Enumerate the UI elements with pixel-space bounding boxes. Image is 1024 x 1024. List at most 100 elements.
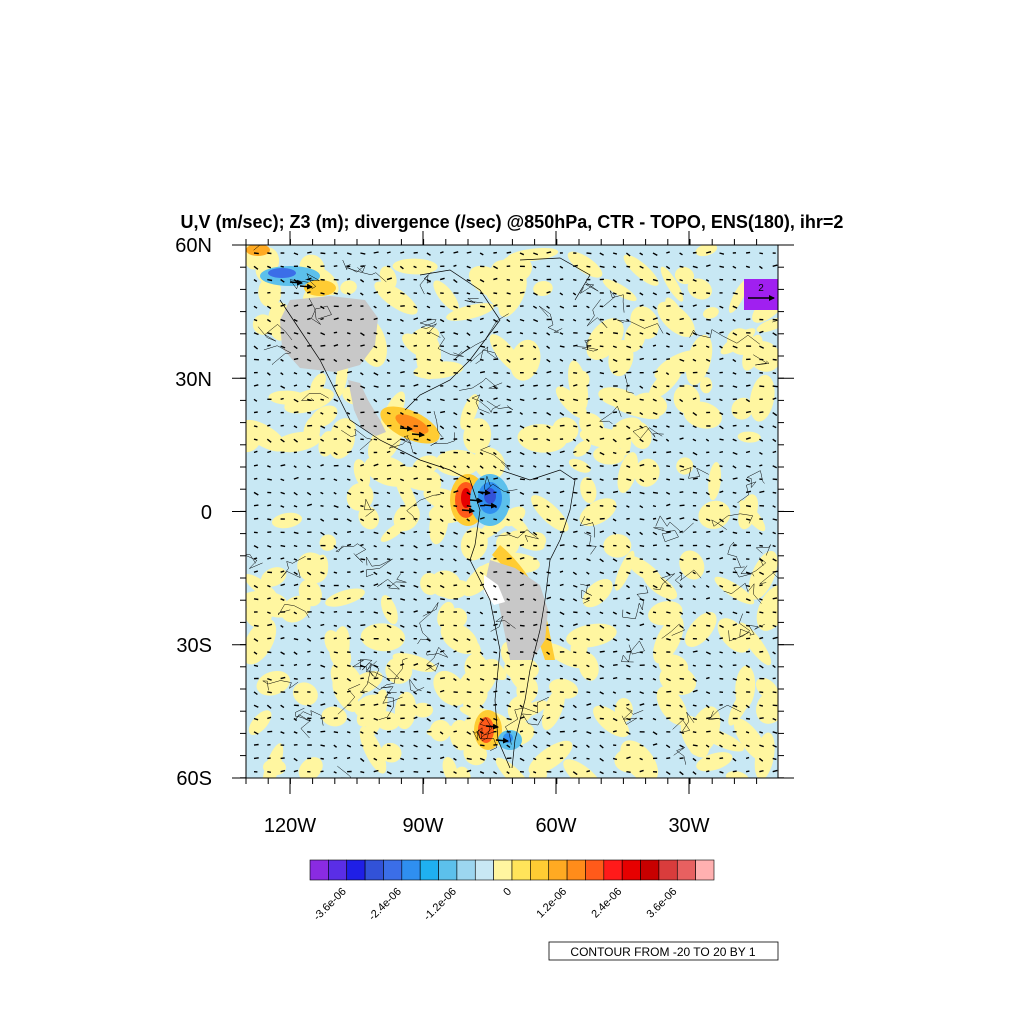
wind-vector — [400, 584, 405, 587]
wind-vector — [586, 638, 591, 641]
wind-vector — [639, 385, 644, 389]
colorbar-label: 2.4e-06 — [589, 886, 624, 921]
height-contour — [753, 354, 770, 366]
wind-vector — [626, 664, 631, 668]
wind-vector — [440, 664, 445, 667]
wind-vector — [532, 465, 537, 468]
wind-vector — [772, 491, 777, 494]
wind-vector — [519, 583, 525, 587]
wind-vector — [772, 544, 776, 548]
height-contour — [471, 394, 501, 414]
wind-vector — [533, 372, 538, 375]
wind-vector — [546, 731, 551, 736]
wind-vector — [493, 277, 498, 281]
wind-vector — [772, 769, 778, 773]
wind-vector — [599, 425, 604, 429]
wind-vector — [732, 651, 737, 654]
wind-vector — [359, 292, 364, 296]
wind-vector — [320, 703, 326, 706]
wind-vector — [386, 411, 391, 415]
wind-vector — [426, 717, 432, 722]
wind-vector — [652, 332, 658, 336]
wind-vector — [599, 771, 604, 775]
wind-vector — [373, 372, 379, 376]
wind-vector — [360, 505, 364, 508]
lon-tick-label: 90W — [402, 815, 443, 837]
wind-vector — [705, 478, 711, 482]
wind-vector — [413, 545, 418, 549]
wind-vector — [293, 465, 297, 469]
positive-patch — [433, 670, 467, 706]
wind-vector — [492, 451, 497, 456]
wind-vector — [346, 637, 352, 640]
wind-vector — [386, 771, 392, 775]
wind-vector — [293, 583, 299, 587]
height-contour — [300, 392, 329, 401]
positive-patch — [699, 377, 713, 394]
wind-vector — [373, 571, 378, 576]
wind-vector — [373, 425, 377, 428]
wind-vector — [719, 611, 723, 615]
positive-patch — [510, 339, 541, 381]
positive-patch — [507, 247, 559, 262]
wind-vector — [745, 251, 751, 254]
wind-vector — [665, 771, 671, 775]
wind-vector — [479, 278, 485, 283]
wind-vector — [719, 717, 725, 722]
wind-vector — [386, 744, 391, 747]
wind-vector — [679, 437, 684, 440]
wind-vector — [293, 571, 298, 576]
wind-vector — [692, 251, 697, 254]
wind-vector — [573, 651, 577, 654]
wind-vector — [666, 558, 670, 561]
wind-vector — [533, 357, 537, 361]
wind-vector — [612, 265, 617, 269]
wind-vector — [546, 398, 551, 400]
wind-vector — [506, 638, 511, 642]
wind-vector — [519, 704, 523, 708]
wind-vector — [745, 571, 751, 575]
wind-vector — [439, 518, 444, 522]
wind-vector — [293, 677, 298, 680]
wind-vector — [253, 265, 259, 270]
wind-vector — [652, 411, 658, 415]
height-contour — [295, 710, 324, 726]
wind-vector — [612, 505, 617, 508]
positive-patch — [720, 328, 756, 355]
wind-vector — [772, 505, 776, 508]
wind-vector — [612, 252, 618, 255]
wind-vector — [253, 252, 259, 255]
wind-vector — [400, 757, 405, 761]
positive-patch — [756, 584, 778, 631]
wind-vector — [666, 451, 672, 454]
wind-vector — [479, 677, 485, 681]
wind-vector — [426, 372, 431, 375]
wind-vector — [719, 490, 724, 494]
wind-vector — [679, 358, 685, 362]
wind-vector — [493, 304, 498, 307]
positive-patch — [660, 266, 684, 302]
height-contour — [419, 272, 432, 295]
wind-vector — [639, 505, 644, 509]
wind-vector — [479, 544, 484, 547]
wind-vector — [466, 425, 471, 428]
wind-vector — [666, 530, 671, 533]
wind-vector — [453, 664, 458, 666]
wind-vector — [745, 598, 751, 602]
wind-vector — [346, 252, 352, 256]
wind-vector — [626, 465, 631, 469]
wind-vector — [572, 518, 578, 522]
wind-vector — [519, 291, 525, 294]
wind-vector — [400, 478, 405, 482]
wind-vector — [559, 624, 564, 628]
positive-patch — [679, 550, 705, 580]
positive-patch — [281, 595, 311, 623]
wind-vector — [546, 251, 552, 254]
wind-vector — [519, 518, 523, 522]
wind-vector — [346, 478, 351, 481]
wind-vector — [253, 624, 259, 627]
wind-vector — [666, 757, 671, 760]
wind-vector — [679, 757, 684, 760]
wind-vector — [280, 624, 284, 628]
wind-vector — [346, 624, 351, 629]
